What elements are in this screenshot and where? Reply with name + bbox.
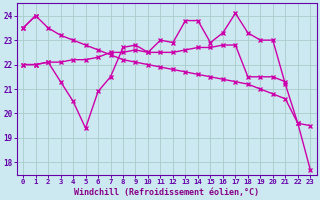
X-axis label: Windchill (Refroidissement éolien,°C): Windchill (Refroidissement éolien,°C) (74, 188, 259, 197)
